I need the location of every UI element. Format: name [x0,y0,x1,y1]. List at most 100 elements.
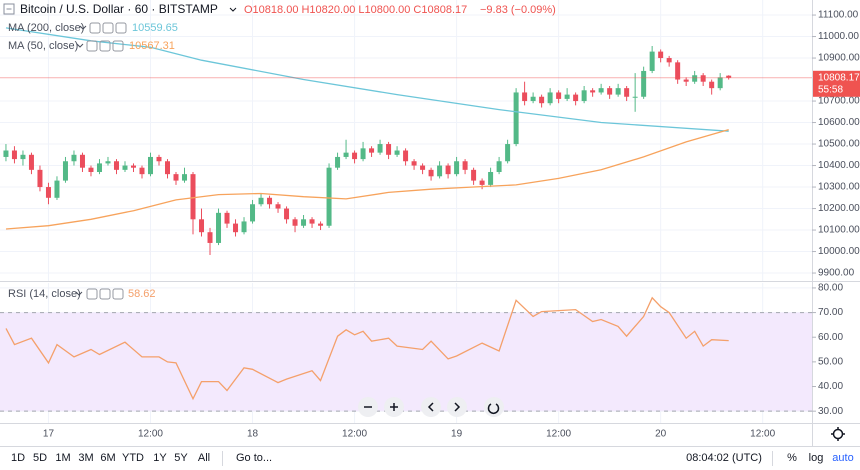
candle-body [386,144,392,155]
remove-icon[interactable] [112,288,124,300]
symbol-title[interactable]: Bitcoin / U.S. Dollar · 60 · BITSTAMP [20,2,218,16]
candle-body [96,163,102,172]
last-price-tag [813,70,860,97]
rsi-band-fill [0,312,812,412]
chevron[interactable] [75,291,83,296]
chevron[interactable] [76,43,84,48]
candle-body [241,221,247,233]
candle-body [284,208,290,220]
range-buttons: 1D 5D 1M 3M 6M YTD 1Y 5Y All [11,452,210,464]
y-tick-label: 80.00 [818,283,843,294]
x-tick-label: 19 [451,429,463,440]
goto-button[interactable]: Go to... [236,452,272,464]
candle-body [79,154,85,168]
candle-body [411,161,417,166]
rsi-legend[interactable]: RSI (14, close) [8,288,81,300]
candle-body [615,88,621,95]
remove-icon[interactable] [115,22,127,34]
candle-body [675,62,681,80]
range-button[interactable]: YTD [122,452,144,464]
candle-body [607,88,613,95]
candle-body [309,219,315,224]
candle-body [105,161,111,164]
eye-icon[interactable] [89,22,101,34]
range-button[interactable]: 3M [78,452,93,464]
scroll-left-button[interactable] [421,397,441,417]
ma50-value: 10567.31 [129,40,175,52]
chevron[interactable] [229,7,237,12]
ma200-legend[interactable]: MA (200, close) [8,22,84,34]
settings-icon[interactable] [102,22,114,34]
candle-body [122,165,128,170]
rsi-value: 58.62 [128,288,156,300]
candle-body [28,154,34,170]
settings-icon[interactable] [99,40,111,52]
x-tick-label: 17 [43,429,55,440]
auto-toggle[interactable]: auto [832,452,853,464]
rsi-line [5,296,729,401]
range-button[interactable]: 1D [11,452,25,464]
percent-toggle[interactable]: % [787,452,797,464]
remove-icon[interactable] [112,40,124,52]
range-button[interactable]: All [198,452,210,464]
candle-body [700,75,706,82]
candle-body [479,180,485,185]
candle-body [335,156,341,168]
candle-body [394,150,400,155]
range-button[interactable]: 5D [33,452,47,464]
reset-button[interactable] [484,397,504,417]
candle-body [113,161,119,170]
collapse-button[interactable] [3,3,15,15]
nav-buttons [358,397,504,417]
x-tick-label: 12:00 [138,429,163,440]
range-button[interactable]: 1Y [153,452,167,464]
range-button[interactable]: 5Y [174,452,188,464]
scroll-right-button[interactable] [447,397,467,417]
candle-body [62,161,68,181]
candle-body [352,152,358,160]
range-button[interactable]: 1M [55,452,70,464]
candle-body [267,197,273,205]
candle-body [37,169,43,188]
marks [0,27,812,401]
candle-body [275,204,281,209]
candle-body [581,90,587,102]
candle-body [488,171,494,185]
range-button[interactable]: 6M [100,452,115,464]
ma200-value: 10559.65 [132,22,178,34]
candle-body [666,58,672,63]
x-tick-label: 20 [655,429,667,440]
y-tick-label: 40.00 [818,381,843,392]
y-tick-label: 60.00 [818,332,843,343]
candle-body [556,92,562,99]
y-tick-label: 9900.00 [818,268,855,279]
y-tick-label: 10500.00 [818,139,860,150]
candle-body [658,51,664,59]
log-toggle[interactable]: log [809,452,824,464]
candle-body [590,90,596,93]
candle-body [71,154,77,162]
candle-body [165,161,171,175]
x-tick-label: 12:00 [546,429,571,440]
left-icon [427,402,434,412]
candle-body [530,96,536,102]
candle-body [182,174,188,181]
settings-icon[interactable] [99,288,111,300]
y-tick-label: 10000.00 [818,246,860,257]
candle-body [173,174,179,181]
candle-body [471,169,477,181]
ma50-legend[interactable]: MA (50, close) [8,40,78,52]
candle-body [343,152,349,157]
eye-icon[interactable] [86,40,98,52]
candle-body [649,51,655,71]
candle-body [369,148,375,153]
x-tick-label: 12:00 [342,429,367,440]
y-tick-label: 10100.00 [818,225,860,236]
candle-body [445,165,451,175]
candle-body [207,232,213,243]
y-tick-label: 10300.00 [818,182,860,193]
candle-body [216,212,222,243]
chevron[interactable] [79,25,87,30]
eye-icon[interactable] [86,288,98,300]
